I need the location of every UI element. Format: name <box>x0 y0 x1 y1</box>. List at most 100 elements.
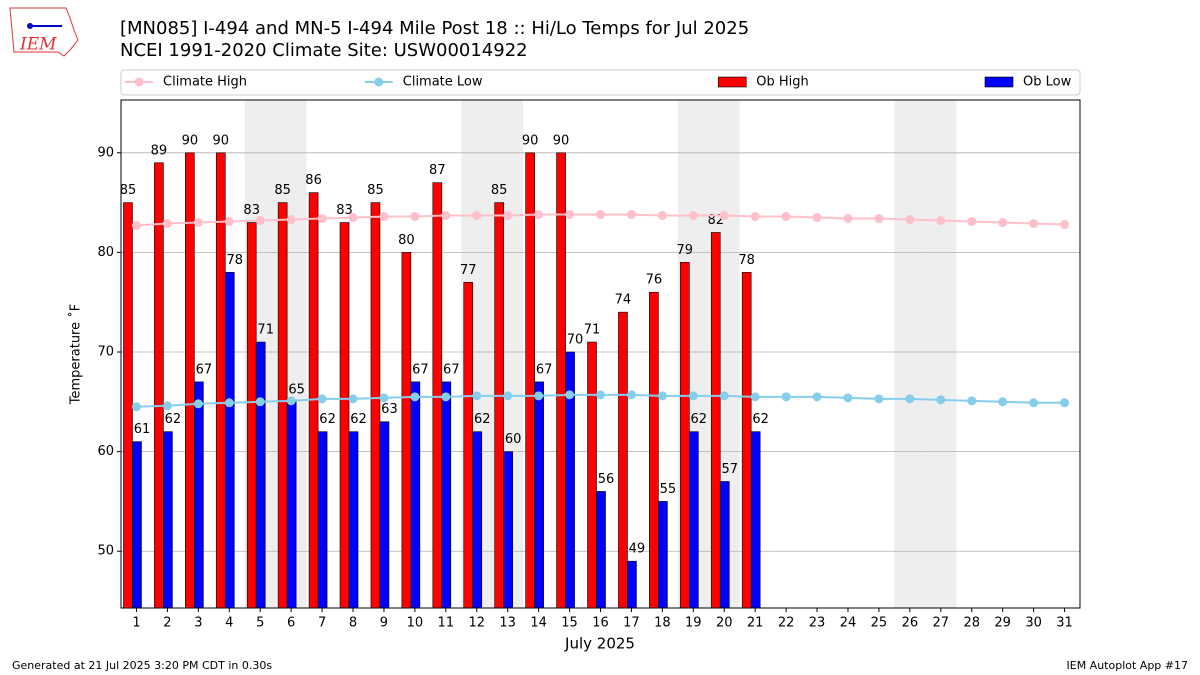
bar <box>463 281 474 609</box>
point <box>905 394 915 404</box>
x-tick-label: 27 <box>933 616 950 631</box>
x-tick-label: 22 <box>778 616 795 631</box>
data-label: 87 <box>429 163 446 178</box>
bar <box>587 341 597 609</box>
point <box>193 218 203 228</box>
data-label: 65 <box>288 382 305 397</box>
bar <box>379 421 390 609</box>
data-label: 57 <box>721 462 738 477</box>
bar <box>317 431 328 609</box>
legend-swatch <box>134 77 144 87</box>
bar <box>525 152 535 609</box>
point <box>348 213 358 223</box>
x-tick-label: 5 <box>256 616 264 631</box>
y-tick-label: 50 <box>97 544 114 559</box>
point <box>441 211 451 221</box>
y-axis-label: Temperature ˚F <box>68 304 84 405</box>
y-tick-label: 70 <box>97 345 114 360</box>
x-tick-label: 10 <box>407 616 424 631</box>
point <box>1060 220 1070 230</box>
logo-text: IEM <box>19 35 57 55</box>
bar <box>719 481 730 609</box>
footer-left: Generated at 21 Jul 2025 3:20 PM CDT in … <box>12 659 272 672</box>
point <box>874 214 884 224</box>
bar <box>618 311 628 609</box>
point <box>224 398 234 408</box>
legend-label: Climate Low <box>403 75 483 90</box>
point <box>286 215 296 225</box>
data-label: 90 <box>182 133 199 148</box>
bar <box>503 451 513 609</box>
x-tick-label: 8 <box>349 616 357 631</box>
data-label: 62 <box>350 412 367 427</box>
point <box>905 215 915 225</box>
bar <box>627 560 637 609</box>
bar <box>255 341 266 609</box>
bar <box>246 222 257 609</box>
point <box>379 212 389 222</box>
bar <box>750 431 761 609</box>
x-tick-label: 12 <box>468 616 485 631</box>
bar <box>277 202 288 609</box>
bar <box>339 222 350 609</box>
logo: IEM <box>9 7 79 57</box>
point <box>565 390 575 400</box>
x-tick-label: 2 <box>163 616 171 631</box>
bar <box>432 182 443 609</box>
data-label: 67 <box>536 362 553 377</box>
legend <box>120 69 1081 96</box>
data-label: 89 <box>151 143 168 158</box>
point <box>255 216 265 226</box>
point <box>317 214 327 224</box>
point <box>874 394 884 404</box>
x-tick-label: 24 <box>840 616 857 631</box>
x-tick-label: 18 <box>654 616 671 631</box>
x-tick-label: 21 <box>747 616 764 631</box>
point <box>162 401 172 411</box>
data-label: 90 <box>522 133 539 148</box>
point <box>626 390 636 400</box>
weekend-band <box>894 100 926 608</box>
bar <box>658 501 668 609</box>
data-label: 79 <box>677 243 694 258</box>
point <box>812 392 822 402</box>
x-tick-label: 7 <box>318 616 326 631</box>
point <box>967 396 977 406</box>
bar <box>741 272 752 609</box>
x-tick-label: 17 <box>623 616 640 631</box>
bar <box>185 152 195 609</box>
point <box>750 392 760 402</box>
point <box>131 402 141 412</box>
point <box>131 221 141 231</box>
data-label: 76 <box>646 273 663 288</box>
data-label: 62 <box>752 412 769 427</box>
data-label: 60 <box>505 432 522 447</box>
chart-title: [MN085] I-494 and MN-5 I-494 Mile Post 1… <box>120 18 749 39</box>
point <box>1029 219 1039 229</box>
point <box>750 212 760 222</box>
point <box>688 391 698 401</box>
point <box>626 210 636 220</box>
point <box>998 397 1008 407</box>
data-label: 82 <box>707 213 724 228</box>
point <box>410 212 420 222</box>
bar <box>123 202 133 609</box>
legend-label: Ob Low <box>1023 75 1072 90</box>
point <box>657 211 667 221</box>
bar <box>410 381 421 609</box>
data-label: 78 <box>227 253 244 268</box>
data-label: 67 <box>412 362 429 377</box>
y-tick-label: 60 <box>97 444 114 459</box>
x-tick-label: 25 <box>871 616 888 631</box>
data-label: 77 <box>460 263 477 278</box>
x-tick-label: 16 <box>592 616 609 631</box>
data-label: 80 <box>398 233 415 248</box>
bar <box>680 262 690 609</box>
data-label: 71 <box>257 323 274 338</box>
data-label: 62 <box>165 412 182 427</box>
bar <box>348 431 359 609</box>
x-tick-label: 11 <box>438 616 455 631</box>
bar <box>286 401 297 609</box>
bar <box>401 252 412 609</box>
point <box>162 219 172 229</box>
